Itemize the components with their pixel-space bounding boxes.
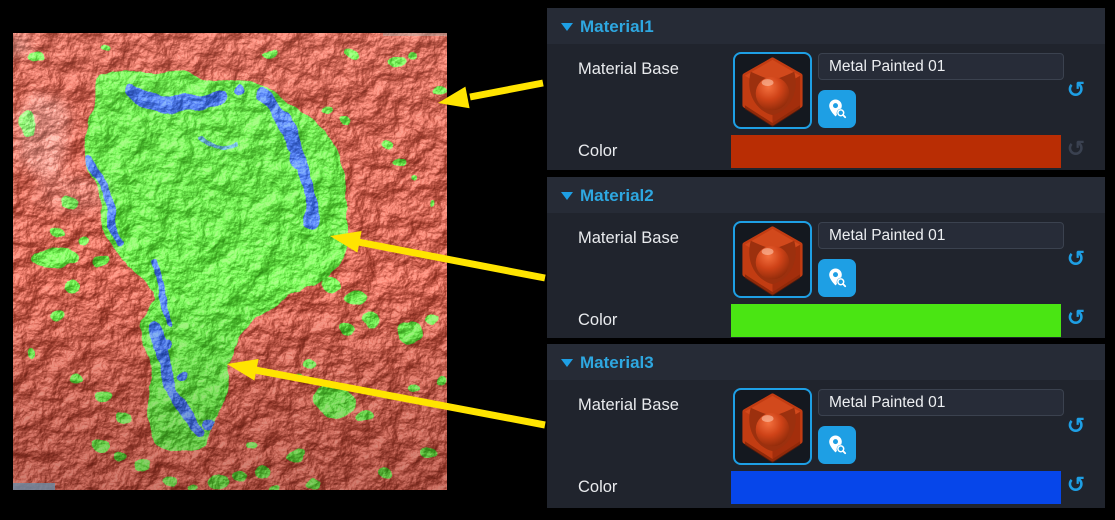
- bottom-edge-artifact: [13, 483, 55, 490]
- material-base-label: Material Base: [578, 60, 679, 78]
- material-base-label: Material Base: [578, 229, 679, 247]
- color-label: Color: [578, 311, 618, 329]
- material-name-field[interactable]: [818, 53, 1064, 80]
- material-panel-2: Material2 Material Base ↺: [547, 177, 1105, 338]
- panel-title: Material2: [580, 186, 654, 205]
- reset-material-icon[interactable]: ↺: [1066, 247, 1086, 272]
- top-edge-artifact: [383, 33, 447, 36]
- material-thumbnail[interactable]: [733, 52, 812, 129]
- color-swatch[interactable]: [731, 471, 1061, 504]
- reset-color-icon[interactable]: ↺: [1066, 473, 1086, 498]
- color-label: Color: [578, 142, 618, 160]
- material-thumbnail[interactable]: [733, 388, 812, 465]
- color-swatch[interactable]: [731, 135, 1061, 168]
- panel-title: Material3: [580, 353, 654, 372]
- reset-color-icon[interactable]: ↺: [1066, 137, 1086, 162]
- material-thumbnail[interactable]: [733, 221, 812, 298]
- material-picker-button[interactable]: [818, 259, 856, 297]
- material-panel-3: Material3 Material Base ↺: [547, 344, 1105, 508]
- panel-header-material3[interactable]: Material3: [547, 344, 1105, 380]
- material-name-field[interactable]: [818, 222, 1064, 249]
- terrain-render-image: [5, 31, 447, 492]
- reset-material-icon[interactable]: ↺: [1066, 414, 1086, 439]
- arrow-to-red-region: [438, 79, 544, 109]
- material-picker-button[interactable]: [818, 426, 856, 464]
- vignette-overlay: [13, 33, 447, 490]
- color-label: Color: [578, 478, 618, 496]
- reset-color-icon[interactable]: ↺: [1066, 306, 1086, 331]
- material-panel-1: Material1 Material Base: [547, 8, 1105, 170]
- material-ball-icon: [742, 393, 803, 463]
- terrain-render-svg: [5, 31, 447, 492]
- material-base-label: Material Base: [578, 396, 679, 414]
- expander-triangle-icon[interactable]: [561, 359, 573, 367]
- material-ball-icon: [742, 57, 803, 127]
- panel-title: Material1: [580, 17, 654, 36]
- panel-header-material1[interactable]: Material1: [547, 8, 1105, 44]
- reset-material-icon[interactable]: ↺: [1066, 78, 1086, 103]
- map-pin-search-icon: [829, 268, 847, 288]
- material-name-field[interactable]: [818, 389, 1064, 416]
- color-swatch[interactable]: [731, 304, 1061, 337]
- material-picker-button[interactable]: [818, 90, 856, 128]
- panel-header-material2[interactable]: Material2: [547, 177, 1105, 213]
- expander-triangle-icon[interactable]: [561, 192, 573, 200]
- map-pin-search-icon: [829, 99, 847, 119]
- material-ball-icon: [742, 226, 803, 296]
- map-pin-search-icon: [829, 435, 847, 455]
- expander-triangle-icon[interactable]: [561, 23, 573, 31]
